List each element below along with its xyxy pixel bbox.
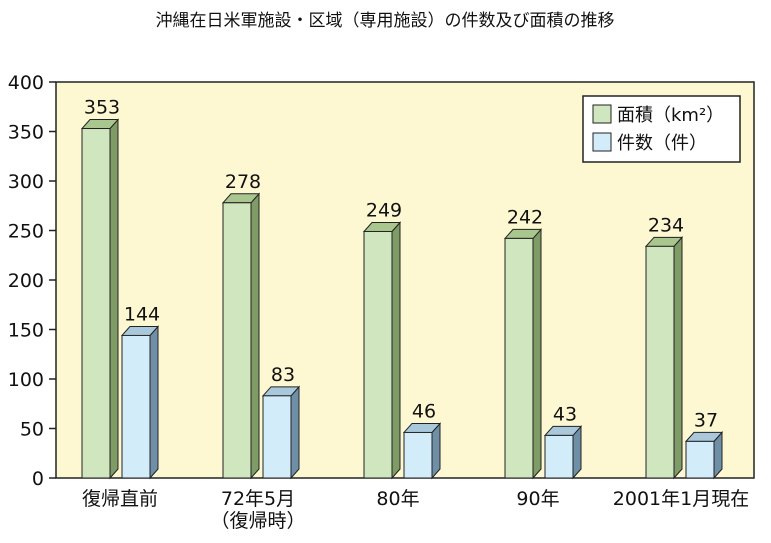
data-label: 234 bbox=[648, 214, 684, 236]
bar-side bbox=[391, 221, 401, 480]
x-tick-label: （復帰時） bbox=[210, 510, 305, 532]
bar bbox=[363, 230, 393, 479]
y-tick-label: 250 bbox=[8, 221, 44, 243]
bar-side bbox=[250, 192, 260, 480]
bar-side bbox=[532, 228, 542, 480]
x-tick-label: 90年 bbox=[516, 488, 559, 510]
y-tick-label: 100 bbox=[8, 369, 44, 391]
data-label: 353 bbox=[84, 97, 120, 119]
y-tick-label: 50 bbox=[20, 419, 44, 441]
y-tick-label: 150 bbox=[8, 320, 44, 342]
y-tick-label: 0 bbox=[32, 468, 44, 490]
data-label: 43 bbox=[553, 403, 577, 425]
x-tick-label: 72年5月 bbox=[221, 488, 295, 510]
x-tick-label: 復帰直前 bbox=[82, 488, 158, 510]
bar bbox=[262, 395, 292, 479]
bar bbox=[504, 237, 534, 479]
bar-side bbox=[290, 385, 300, 480]
bar-side bbox=[109, 118, 119, 480]
bar bbox=[121, 334, 151, 479]
data-label: 249 bbox=[366, 199, 402, 221]
y-tick-label: 350 bbox=[8, 122, 44, 144]
chart-title: 沖縄在日米軍施設・区域（専用施設）の件数及び面積の推移 bbox=[156, 11, 615, 31]
legend-swatch bbox=[592, 132, 612, 152]
legend-swatch bbox=[592, 104, 612, 124]
bar bbox=[645, 245, 675, 479]
y-tick-label: 300 bbox=[8, 171, 44, 193]
data-label: 46 bbox=[412, 400, 436, 422]
legend-label: 面積（km²） bbox=[617, 105, 724, 126]
data-label: 144 bbox=[124, 303, 160, 325]
bar bbox=[222, 202, 252, 479]
bar-side bbox=[673, 236, 683, 480]
bar-side bbox=[149, 325, 159, 480]
bar bbox=[403, 431, 433, 479]
y-tick-label: 400 bbox=[8, 72, 44, 94]
data-label: 278 bbox=[225, 171, 261, 193]
bar bbox=[685, 440, 715, 479]
bar bbox=[544, 434, 574, 479]
y-tick-label: 200 bbox=[8, 270, 44, 292]
bar bbox=[81, 128, 111, 479]
legend-label: 件数（件） bbox=[617, 133, 707, 154]
data-label: 83 bbox=[271, 364, 295, 386]
data-label: 242 bbox=[507, 206, 543, 228]
data-label: 37 bbox=[694, 409, 718, 431]
x-tick-label: 2001年1月現在 bbox=[613, 488, 749, 510]
x-tick-label: 80年 bbox=[376, 488, 419, 510]
